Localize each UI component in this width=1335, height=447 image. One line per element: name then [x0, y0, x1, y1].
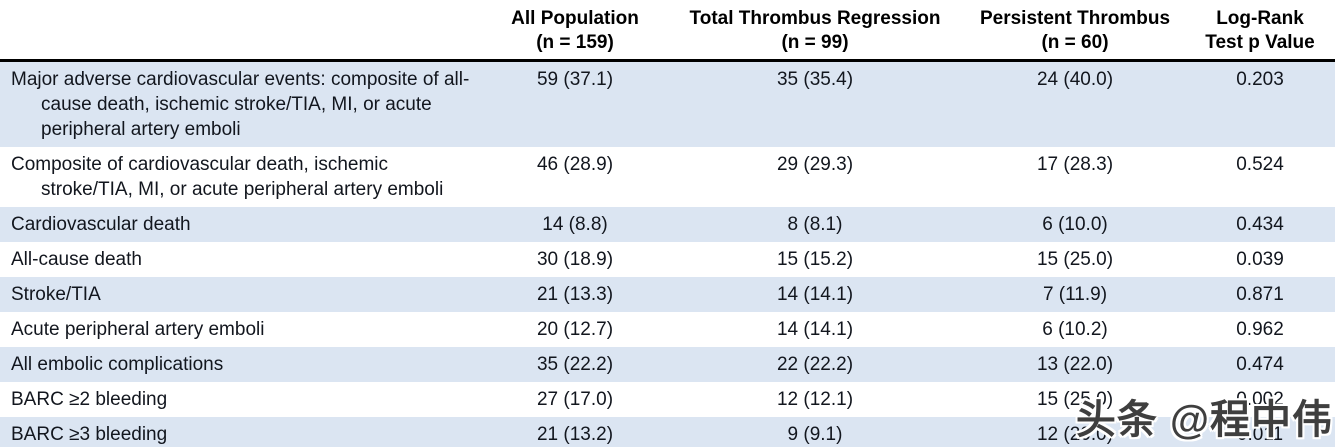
table-row: Acute peripheral artery emboli 20 (12.7)…: [0, 312, 1335, 347]
cell-all-population: 30 (18.9): [536, 249, 614, 270]
cell-all-population: 35 (22.2): [536, 354, 614, 375]
cell-p-value: 0.524: [1236, 154, 1284, 175]
cell-persistent: 15 (25.0): [1036, 389, 1114, 410]
cell-total-regression: 9 (9.1): [787, 424, 843, 445]
cell-persistent: 6 (10.0): [1042, 214, 1108, 235]
cell-total-regression: 14 (14.1): [776, 284, 854, 305]
cell-persistent: 6 (10.2): [1042, 319, 1108, 340]
cell-persistent: 15 (25.0): [1036, 249, 1114, 270]
header-total-thrombus-regression: Total Thrombus Regression (n = 99): [665, 7, 965, 59]
cell-total-regression: 12 (12.1): [776, 389, 854, 410]
cell-all-population: 21 (13.3): [536, 284, 614, 305]
header-total-thrombus-regression-line1: Total Thrombus Regression: [689, 8, 941, 29]
table-header-row: All Population (n = 159) Total Thrombus …: [0, 0, 1335, 62]
header-persistent-thrombus: Persistent Thrombus (n = 60): [965, 7, 1185, 59]
cell-persistent: 12 (20.0): [1036, 424, 1114, 445]
row-label: BARC ≥2 bleeding: [11, 389, 168, 410]
header-log-rank-p-value-line1: Log-Rank: [1216, 8, 1304, 29]
table-row: BARC ≥3 bleeding 21 (13.2) 9 (9.1) 12 (2…: [0, 417, 1335, 447]
row-label: Acute peripheral artery emboli: [11, 319, 265, 340]
cell-persistent: 24 (40.0): [1036, 69, 1114, 90]
header-all-population-line2: (n = 159): [536, 32, 614, 53]
table-row: BARC ≥2 bleeding 27 (17.0) 12 (12.1) 15 …: [0, 382, 1335, 417]
cell-persistent: 17 (28.3): [1036, 154, 1114, 175]
cell-p-value: 0.039: [1236, 249, 1284, 270]
header-all-population: All Population (n = 159): [485, 7, 665, 59]
header-log-rank-p-value: Log-Rank Test p Value: [1185, 7, 1335, 59]
cell-total-regression: 22 (22.2): [776, 354, 854, 375]
table-row: All embolic complications 35 (22.2) 22 (…: [0, 347, 1335, 382]
table-body: Major adverse cardiovascular events: com…: [0, 62, 1335, 447]
row-label: Cardiovascular death: [11, 214, 191, 235]
cell-p-value: 0.474: [1236, 354, 1284, 375]
cell-persistent: 7 (11.9): [1042, 284, 1108, 305]
table-row: Composite of cardiovascular death, ische…: [0, 147, 1335, 207]
table-row: Stroke/TIA 21 (13.3) 14 (14.1) 7 (11.9) …: [0, 277, 1335, 312]
cell-p-value: 0.011: [1236, 424, 1284, 445]
cell-all-population: 46 (28.9): [536, 154, 614, 175]
header-persistent-thrombus-line2: (n = 60): [1041, 32, 1109, 53]
row-label: Major adverse cardiovascular events: com…: [11, 69, 470, 140]
cell-total-regression: 35 (35.4): [776, 69, 854, 90]
cell-p-value: 0.962: [1236, 319, 1284, 340]
table-row: All-cause death 30 (18.9) 15 (15.2) 15 (…: [0, 242, 1335, 277]
cell-p-value: 0.434: [1236, 214, 1284, 235]
cell-p-value: 0.871: [1236, 284, 1284, 305]
row-label: Composite of cardiovascular death, ische…: [11, 154, 444, 200]
cell-all-population: 20 (12.7): [536, 319, 614, 340]
row-label: Stroke/TIA: [11, 284, 101, 305]
row-label: All-cause death: [11, 249, 142, 270]
cell-all-population: 14 (8.8): [542, 214, 608, 235]
cell-total-regression: 14 (14.1): [776, 319, 854, 340]
cell-all-population: 59 (37.1): [536, 69, 614, 90]
cell-all-population: 27 (17.0): [536, 389, 614, 410]
table-row: Major adverse cardiovascular events: com…: [0, 62, 1335, 147]
cell-all-population: 21 (13.2): [536, 424, 614, 445]
row-label: All embolic complications: [11, 354, 224, 375]
header-total-thrombus-regression-line2: (n = 99): [781, 32, 849, 53]
cell-total-regression: 15 (15.2): [776, 249, 854, 270]
header-all-population-line1: All Population: [511, 8, 639, 29]
cell-p-value: 0.002: [1236, 389, 1284, 410]
header-persistent-thrombus-line1: Persistent Thrombus: [979, 8, 1171, 29]
header-spacer: [0, 7, 485, 59]
cell-total-regression: 8 (8.1): [787, 214, 843, 235]
header-log-rank-p-value-line2: Test p Value: [1205, 32, 1315, 53]
watermark: 头条 @程中伟: [1075, 398, 1333, 442]
cell-total-regression: 29 (29.3): [776, 154, 854, 175]
table-row: Cardiovascular death 14 (8.8) 8 (8.1) 6 …: [0, 207, 1335, 242]
cell-p-value: 0.203: [1236, 69, 1284, 90]
row-label: BARC ≥3 bleeding: [11, 424, 168, 445]
cell-persistent: 13 (22.0): [1036, 354, 1114, 375]
